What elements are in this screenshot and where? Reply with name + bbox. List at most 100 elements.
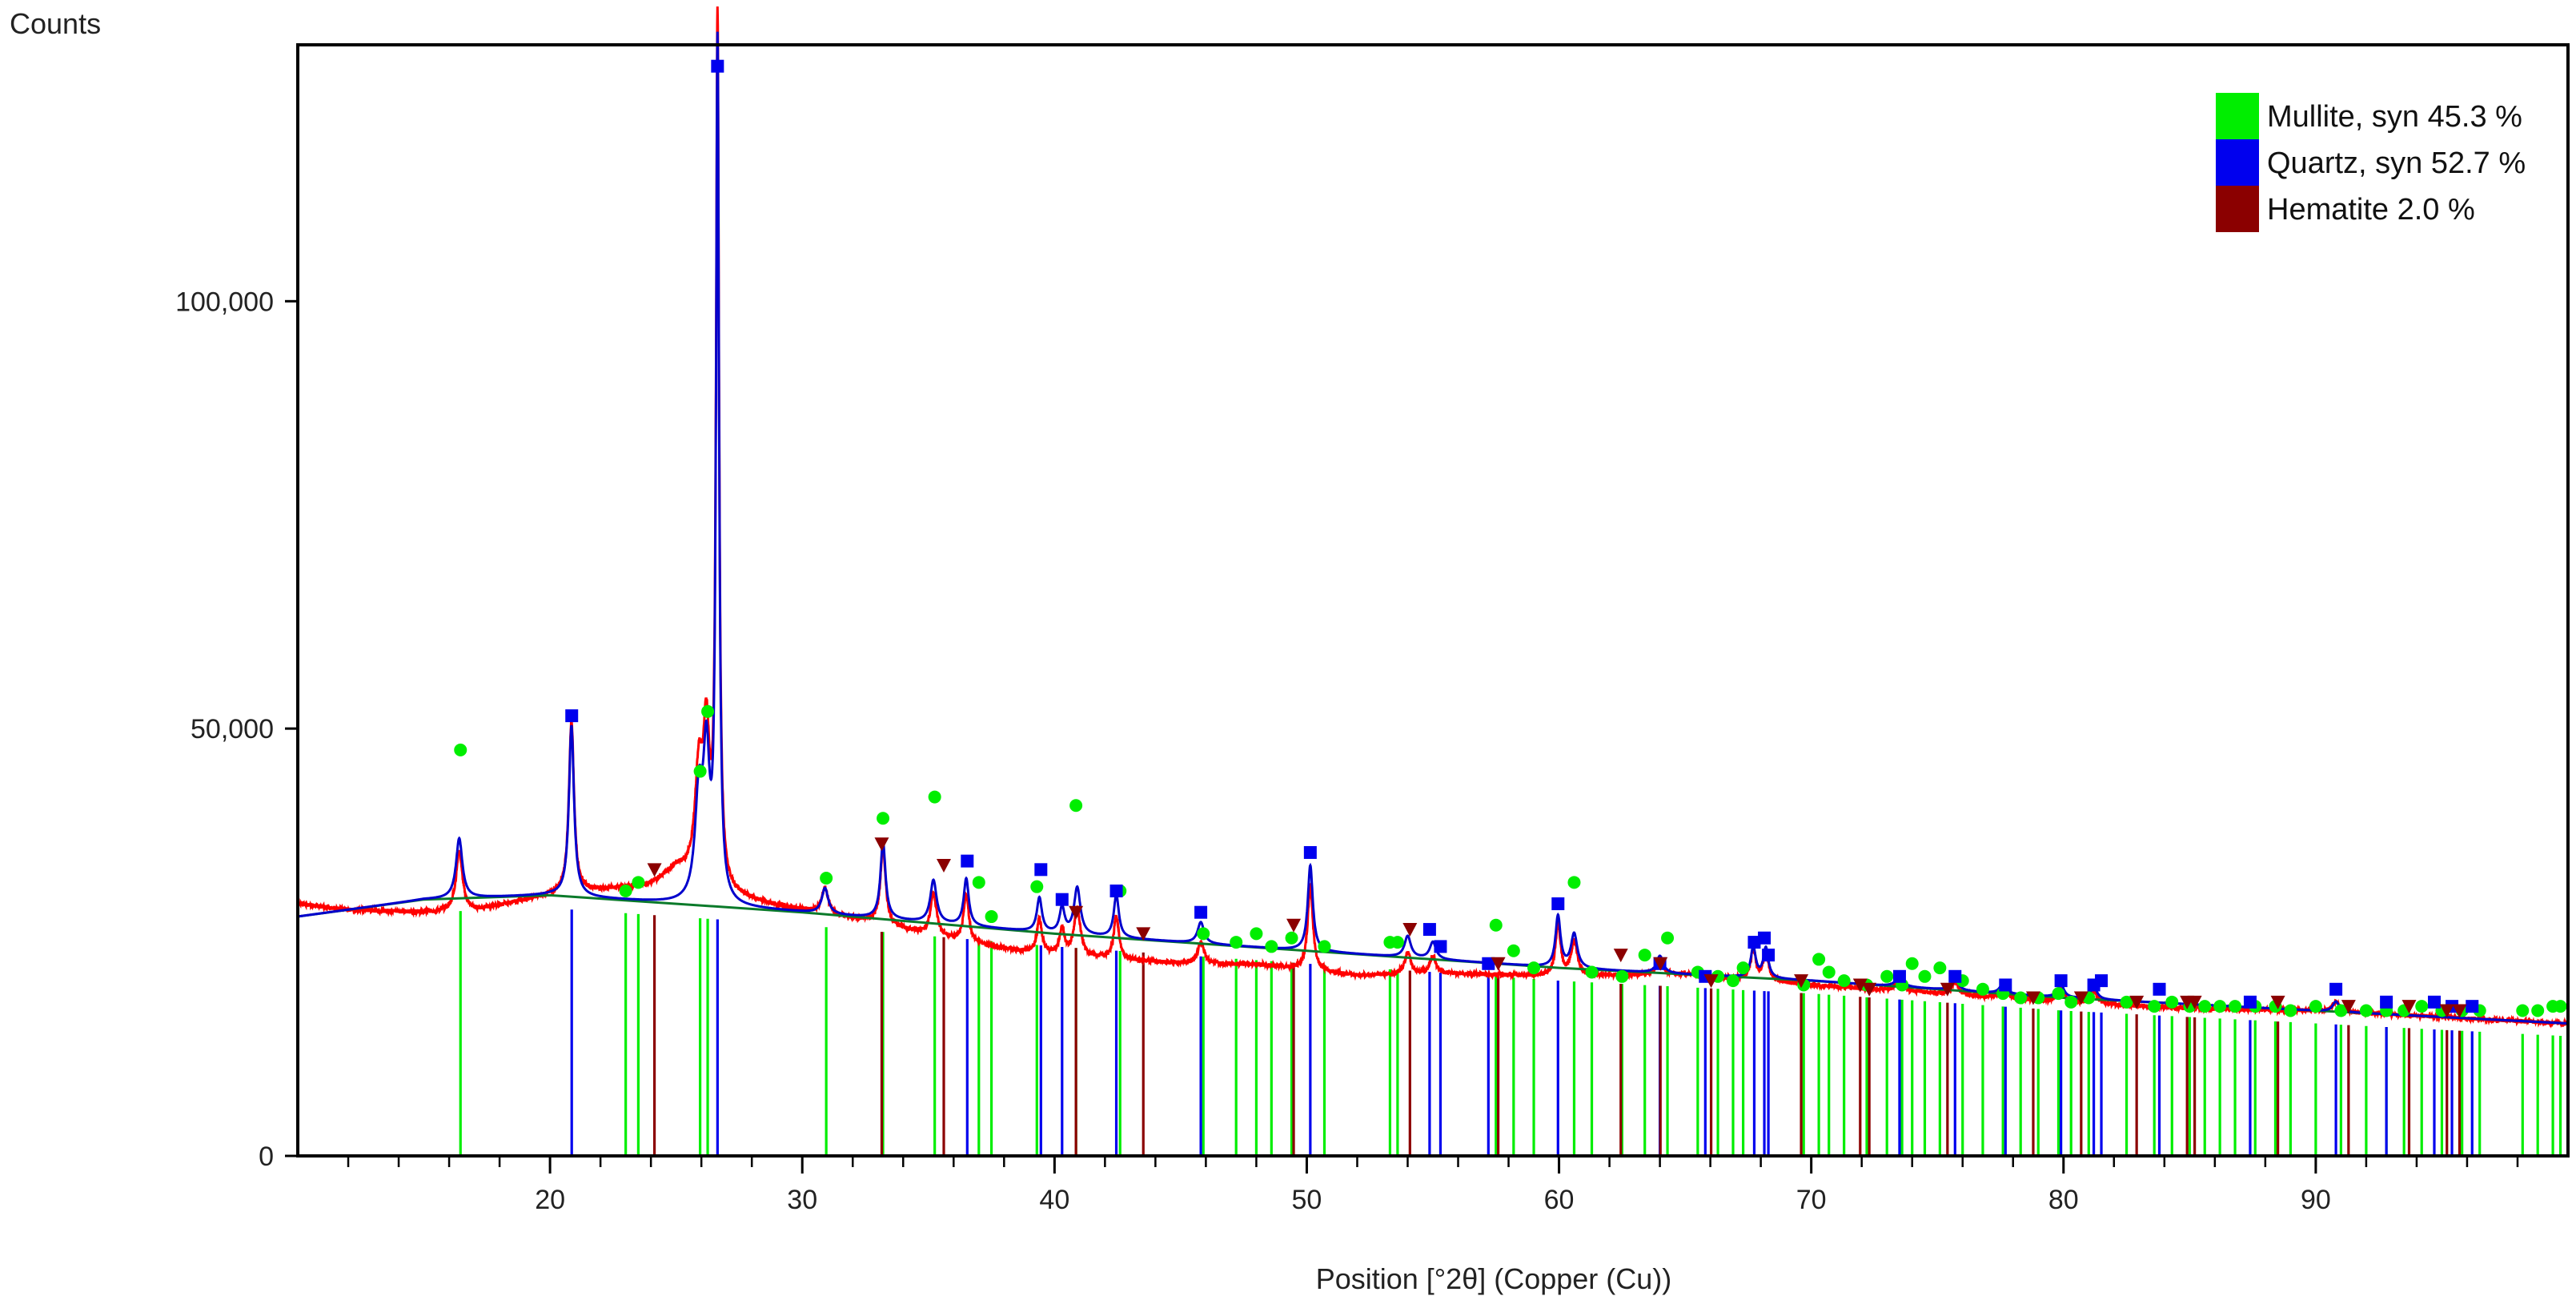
mullite-syn-marker-66	[2415, 1000, 2429, 1013]
mullite-syn-marker-36	[1837, 974, 1851, 988]
mullite-syn-marker-7	[928, 790, 941, 804]
reflection-markers	[454, 59, 2567, 1018]
hematite-marker-15	[2025, 991, 2040, 1005]
y-tick-label-50000: 50,000	[191, 714, 274, 744]
mullite-syn-marker-0	[454, 743, 467, 756]
quartz-syn-marker-25	[2329, 982, 2343, 996]
hematite-marker-5	[1286, 918, 1302, 933]
mullite-syn-marker-13	[1197, 927, 1210, 941]
mullite-syn-marker-9	[985, 910, 998, 924]
hematite-marker-17	[2129, 995, 2145, 1009]
hematite-marker-21	[2341, 1000, 2356, 1014]
hematite-marker-23	[2439, 1004, 2454, 1018]
x-tick-label-50: 50	[1292, 1185, 1322, 1215]
reflection-sticks	[459, 909, 2562, 1156]
x-tick-label-40: 40	[1039, 1185, 1069, 1215]
hematite-marker-9	[1653, 957, 1668, 971]
hematite-marker-24	[2452, 1004, 2467, 1018]
mullite-syn-marker-62	[2334, 1004, 2348, 1017]
mullite-syn-marker-70	[2516, 1004, 2530, 1017]
hematite-marker-0	[647, 863, 662, 877]
legend-label-1: Quartz, syn 52.7 %	[2267, 146, 2526, 180]
mullite-syn-marker-22	[1507, 944, 1520, 957]
mullite-syn-marker-35	[1822, 965, 1836, 979]
hematite-marker-22	[2401, 1000, 2417, 1014]
quartz-syn-marker-11	[1551, 897, 1565, 911]
mullite-syn-marker-11	[1069, 799, 1083, 812]
mullite-syn-marker-61	[2309, 1000, 2322, 1013]
mullite-syn-marker-56	[2213, 1000, 2227, 1013]
quartz-syn-marker-1	[711, 59, 724, 73]
mullite-syn-marker-5	[820, 872, 833, 885]
x-tick-label-90: 90	[2301, 1185, 2331, 1215]
quartz-syn-marker-4	[1055, 893, 1069, 906]
mullite-syn-marker-23	[1527, 961, 1541, 975]
mullite-syn-marker-14	[1230, 936, 1243, 949]
legend-label-0: Mullite, syn 45.3 %	[2267, 100, 2522, 134]
mullite-syn-marker-10	[1030, 880, 1044, 893]
quartz-syn-marker-15	[1758, 931, 1772, 945]
quartz-syn-marker-10	[1482, 957, 1495, 970]
legend-swatch-0	[2216, 93, 2259, 139]
mullite-syn-marker-38	[1880, 969, 1894, 983]
mullite-syn-marker-24	[1567, 876, 1581, 889]
quartz-syn-marker-18	[1948, 969, 1962, 983]
mullite-syn-marker-2	[632, 876, 645, 889]
mullite-syn-marker-34	[1812, 953, 1826, 966]
quartz-syn-marker-26	[2380, 995, 2393, 1009]
mullite-syn-marker-8	[972, 876, 985, 889]
x-tick-label-80: 80	[2048, 1185, 2079, 1215]
mullite-syn-marker-60	[2284, 1004, 2297, 1017]
quartz-syn-marker-24	[2243, 995, 2257, 1009]
y-tick-label-0: 0	[259, 1141, 274, 1172]
hematite-marker-7	[1491, 957, 1506, 971]
legend-label-2: Hematite 2.0 %	[2267, 193, 2475, 227]
mullite-syn-marker-46	[2014, 991, 2028, 1005]
x-tick-label-60: 60	[1544, 1185, 1575, 1215]
hematite-marker-14	[1940, 982, 1955, 997]
mullite-syn-marker-53	[2165, 995, 2179, 1009]
mullite-syn-marker-3	[693, 764, 707, 778]
quartz-syn-marker-22	[2095, 974, 2109, 988]
y-tick-label-100000: 100,000	[175, 287, 274, 317]
quartz-syn-marker-29	[2466, 1000, 2479, 1013]
plot-frame	[296, 43, 2570, 1158]
mullite-syn-marker-63	[2359, 1004, 2373, 1017]
mullite-syn-marker-25	[1585, 965, 1599, 979]
hematite-marker-6	[1402, 923, 1418, 937]
y-axis-title: Counts	[10, 7, 101, 40]
quartz-syn-marker-14	[1747, 936, 1761, 949]
hematite-marker-1	[874, 837, 889, 852]
mullite-syn-marker-44	[1976, 982, 1989, 996]
mullite-syn-marker-48	[2052, 987, 2065, 1001]
hematite-marker-4	[1136, 927, 1151, 941]
hematite-marker-19	[2187, 995, 2202, 1009]
mullite-syn-marker-52	[2148, 1000, 2161, 1013]
mullite-syn-marker-28	[1661, 931, 1675, 945]
hematite-marker-10	[1703, 974, 1719, 989]
mullite-syn-marker-57	[2229, 1000, 2242, 1013]
hematite-marker-12	[1852, 978, 1868, 993]
legend-swatch-1	[2216, 139, 2259, 186]
mullite-syn-marker-42	[1933, 961, 1947, 975]
x-tick-label-20: 20	[535, 1185, 565, 1215]
quartz-syn-marker-19	[1999, 978, 2012, 992]
mullite-syn-marker-1	[619, 885, 632, 898]
quartz-syn-marker-3	[1034, 863, 1048, 877]
mullite-syn-marker-4	[701, 704, 715, 718]
mullite-syn-marker-40	[1905, 957, 1919, 970]
mullite-syn-marker-32	[1736, 961, 1750, 975]
mullite-syn-marker-26	[1615, 969, 1629, 983]
hematite-marker-16	[2073, 991, 2088, 1005]
quartz-syn-marker-0	[565, 709, 579, 723]
quartz-syn-marker-20	[2054, 974, 2068, 988]
mullite-syn-marker-73	[2554, 1000, 2567, 1013]
x-tick-label-30: 30	[787, 1185, 817, 1215]
mullite-syn-marker-41	[1918, 969, 1932, 983]
quartz-syn-marker-23	[2153, 982, 2166, 996]
mullite-syn-marker-27	[1638, 949, 1651, 962]
quartz-syn-marker-8	[1422, 923, 1436, 937]
axes: 20 30 40 50 60 70 80 90 0 50,000 100,000	[175, 43, 2570, 1215]
